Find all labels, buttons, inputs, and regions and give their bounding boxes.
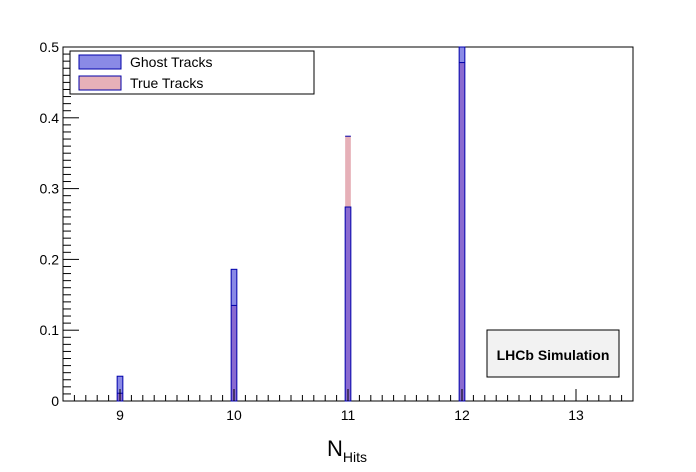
x-axis-label-main: N bbox=[327, 436, 343, 461]
x-tick-label: 11 bbox=[341, 407, 356, 423]
bar-overlap-10 bbox=[231, 305, 237, 401]
x-tick-label: 9 bbox=[116, 407, 124, 423]
x-axis-label: NHits bbox=[327, 436, 367, 465]
bar-ghost-12 bbox=[459, 47, 465, 63]
legend-label-true: True Tracks bbox=[130, 75, 203, 91]
bar-true-11 bbox=[345, 136, 351, 208]
annotation-text: LHCb Simulation bbox=[497, 347, 610, 363]
legend-swatch-ghost bbox=[78, 54, 122, 70]
x-tick-label: 13 bbox=[568, 407, 584, 423]
x-axis-label-subscript: Hits bbox=[343, 449, 367, 465]
bar-ghost-10 bbox=[231, 269, 237, 306]
axes-layer: 0 0.1 0.2 0.3 0.4 0.5 9 10 11 12 13 bbox=[40, 39, 634, 423]
y-tick-label: 0 bbox=[51, 393, 59, 409]
y-tick-label: 0.3 bbox=[40, 181, 60, 197]
y-tick-label: 0.5 bbox=[40, 39, 60, 55]
y-tick-label: 0.4 bbox=[40, 110, 60, 126]
legend-label-ghost: Ghost Tracks bbox=[130, 54, 212, 70]
legend: Ghost Tracks True Tracks bbox=[69, 50, 315, 95]
annotation-box bbox=[486, 329, 620, 378]
x-tick-label: 10 bbox=[226, 407, 242, 423]
y-tick-label: 0.1 bbox=[40, 322, 60, 338]
legend-swatch-true bbox=[78, 75, 122, 91]
bar-overlap-12 bbox=[459, 62, 465, 402]
y-tick-label: 0.2 bbox=[40, 251, 60, 267]
x-tick-label: 12 bbox=[454, 407, 470, 423]
bar-ghost-9 bbox=[117, 376, 123, 394]
bar-overlap-11 bbox=[345, 207, 351, 401]
bars-layer bbox=[116, 46, 466, 402]
lhcb-annotation: LHCb Simulation bbox=[486, 329, 620, 378]
